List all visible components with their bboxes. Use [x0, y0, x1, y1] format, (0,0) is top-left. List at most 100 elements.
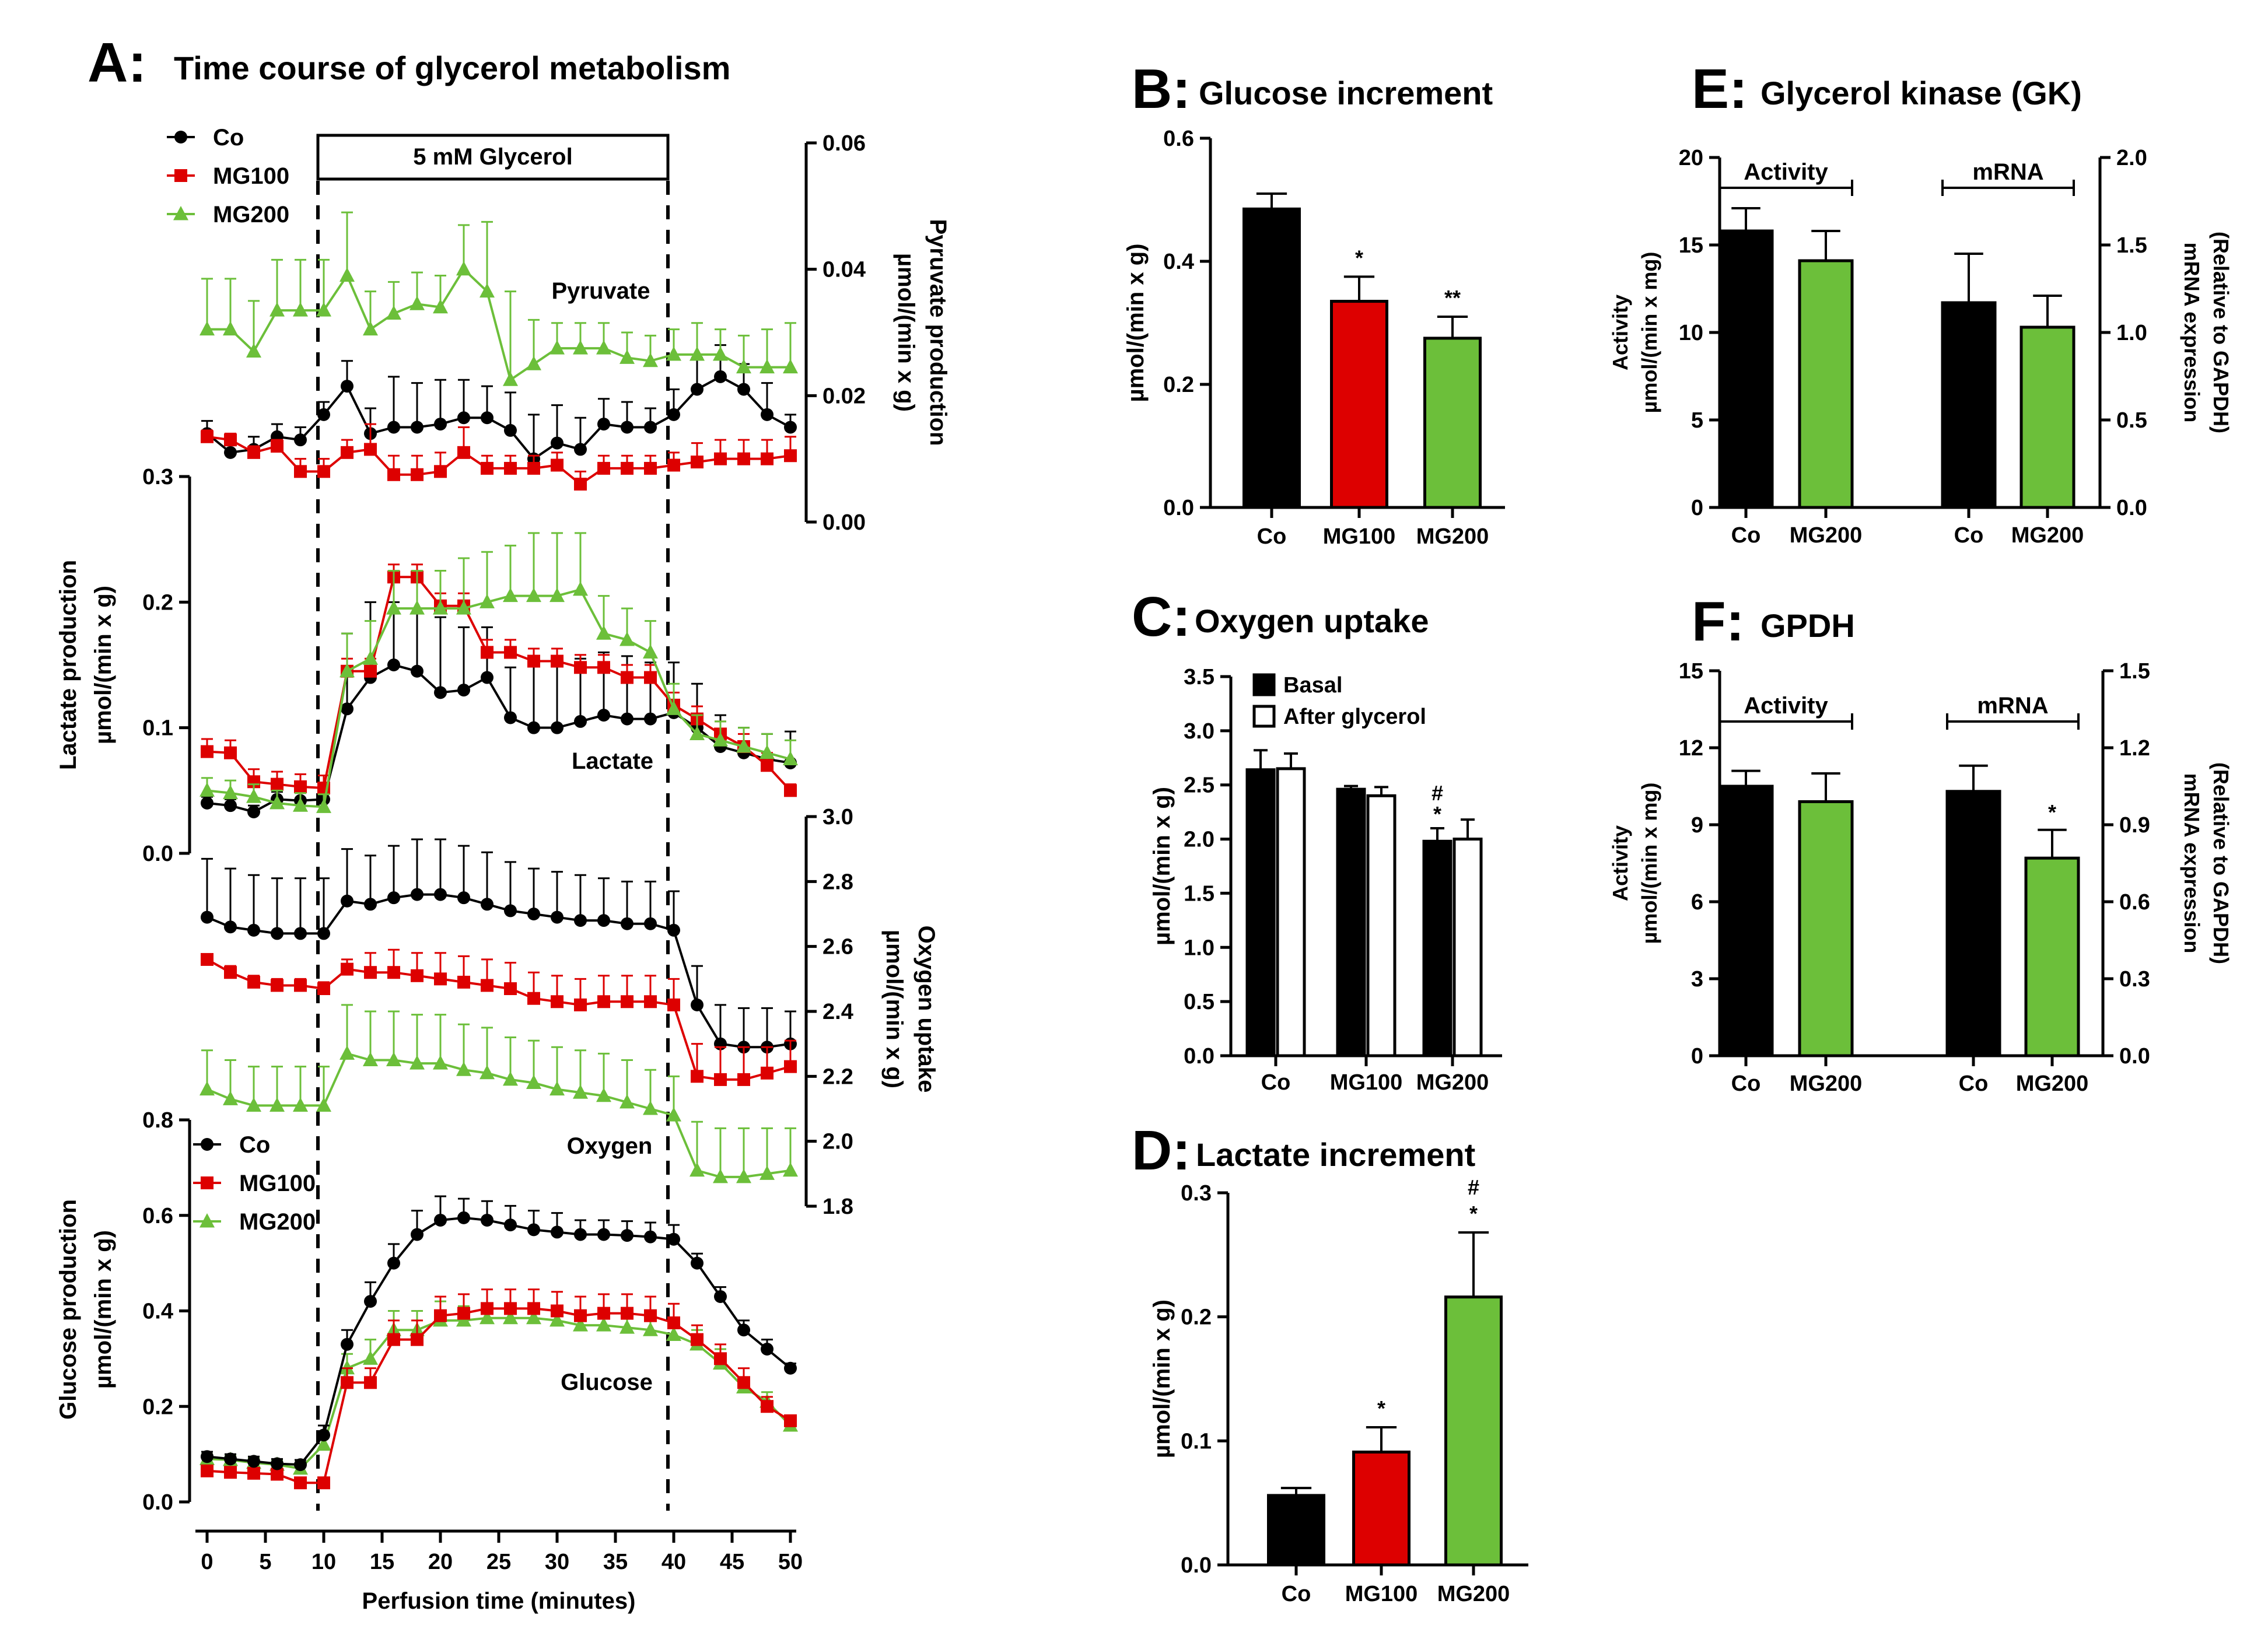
- lactate-y-tick-label: 0.3: [142, 465, 173, 489]
- glucose-MG100-point: [597, 1307, 610, 1320]
- pyruvate-MG200-point: [643, 352, 658, 367]
- f-group-label: mRNA: [1977, 693, 2048, 719]
- oxygen-MG100-point: [224, 966, 237, 979]
- lactate-y-tick-label: 0.0: [142, 842, 173, 866]
- glucose-ylabel: Glucose production: [55, 1199, 81, 1420]
- lactate-Co-point: [434, 686, 447, 699]
- lactate-label: Lactate: [572, 748, 653, 774]
- lactate-MG100-point: [294, 780, 307, 793]
- oxygen-Co-point: [621, 917, 634, 930]
- pyruvate-MG200-point: [340, 267, 355, 282]
- b-bar-Co: [1242, 207, 1301, 509]
- lactate-MG200-point: [200, 782, 215, 797]
- glucose-Co-point: [341, 1337, 354, 1351]
- c-bar-MG100-basal: [1336, 787, 1366, 1057]
- pyruvate-Co-point: [551, 436, 564, 450]
- lactate-MG100-point: [527, 654, 540, 668]
- lactate-MG100-point: [481, 646, 494, 659]
- oxygen-y-tick-label: 2.4: [822, 1000, 853, 1024]
- f-y-right-tick-label: 0.3: [2119, 967, 2150, 992]
- oxygen-MG100-point: [644, 995, 657, 1008]
- pyruvate-Co-point: [504, 423, 517, 437]
- pyruvate-MG100-point: [737, 452, 750, 465]
- lactate-MG200-point: [433, 600, 448, 615]
- oxygen-Co-point: [481, 898, 494, 911]
- oxygen-MG100-point: [621, 995, 634, 1008]
- lactate-MG200-point: [340, 663, 355, 678]
- pyruvate-Co-point: [294, 433, 307, 447]
- glucose-MG100-point: [341, 1376, 354, 1389]
- oxygen-Co-point: [387, 891, 400, 905]
- d-x-label: Co: [1282, 1582, 1311, 1606]
- d-ylabel: µmol/(min x g): [1149, 1300, 1175, 1458]
- oxygen-MG100-point: [341, 962, 354, 976]
- pyruvate-MG200-point: [363, 321, 378, 336]
- e-group-label: Activity: [1744, 159, 1828, 185]
- glucose-ylabel-unit: µmol/(min x g): [90, 1230, 116, 1389]
- lactate-MG200-point: [480, 594, 495, 608]
- pyruvate-Co-point: [411, 421, 424, 434]
- lactate-y-tick-label: 0.2: [142, 590, 173, 615]
- e-ylabel-right-unit: (Relative to GAPDH): [2209, 232, 2233, 433]
- b-sig-star: **: [1444, 286, 1461, 310]
- time-x-tick-label: 40: [662, 1550, 686, 1574]
- oxygen-MG200-point: [293, 1097, 308, 1112]
- c-y-tick-label: 0.0: [1184, 1044, 1214, 1069]
- oxygen-MG100-point: [294, 979, 307, 992]
- oxygen-MG200-point: [526, 1074, 541, 1089]
- pyruvate-MG200-point: [690, 346, 705, 361]
- oxygen-MG100-point: [271, 979, 284, 992]
- lactate-MG200-point: [573, 581, 588, 596]
- pyruvate-MG200-point: [666, 346, 681, 361]
- oxygen-Co-point: [341, 894, 354, 908]
- pyruvate-MG200-point: [573, 340, 588, 355]
- glucose-MG100-point: [504, 1302, 517, 1315]
- oxygen-label: Oxygen: [567, 1133, 653, 1159]
- f-ylabel-left: Activity: [1608, 825, 1632, 901]
- glucose-MG200-point: [620, 1319, 635, 1334]
- oxygen-Co-point: [247, 923, 260, 937]
- glucose-Co-point: [387, 1256, 400, 1270]
- pyruvate-MG100-point: [387, 468, 400, 481]
- pyruvate-MG200-point: [316, 302, 331, 317]
- e-ylabel-left: Activity: [1608, 295, 1632, 370]
- b-ylabel: µmol/(min x g): [1123, 244, 1149, 402]
- oxygen-MG100-point: [317, 982, 330, 996]
- glucose-MG100-point: [527, 1302, 540, 1315]
- oxygen-MG100-point: [411, 969, 424, 982]
- panel-e-letter: E:: [1692, 58, 1748, 120]
- pyruvate-MG200-point: [246, 343, 261, 358]
- c-y-tick-label: 3.5: [1184, 665, 1214, 689]
- glucose-MG100-point: [317, 1476, 330, 1490]
- glucose-Co-point: [597, 1228, 610, 1241]
- c-ylabel: µmol/(min x g): [1149, 787, 1175, 945]
- time-x-tick-label: 35: [603, 1550, 628, 1574]
- oxygen-Co-point: [434, 888, 447, 901]
- oxygen-MG200-point: [550, 1081, 565, 1096]
- glucose-y-tick-label: 0.2: [142, 1395, 173, 1419]
- lactate-MG100-point: [201, 745, 214, 758]
- oxygen-Co-point: [224, 920, 237, 934]
- time-x-tick-label: 0: [201, 1550, 213, 1574]
- oxygen-MG200-point: [200, 1081, 215, 1096]
- pyruvate-MG100-point: [411, 468, 424, 481]
- lactate-MG200-point: [456, 600, 471, 615]
- lactate-Co-point: [457, 684, 470, 697]
- glucose-MG100-point: [574, 1309, 587, 1322]
- glucose-MG100-point: [784, 1414, 797, 1427]
- glucose-MG200-point: [316, 1436, 331, 1451]
- lactate-Co-point: [551, 721, 564, 734]
- pyruvate-MG200-point: [200, 321, 215, 336]
- pyruvate-Co-point: [341, 380, 354, 393]
- pyruvate-MG200-point: [480, 283, 495, 298]
- time-x-tick-label: 45: [720, 1550, 744, 1574]
- lactate-ylabel-unit: µmol/(min x g): [90, 586, 116, 744]
- legend-top-marker: [174, 131, 187, 143]
- b-bar-MG200: [1423, 337, 1482, 509]
- oxygen-MG100-point: [364, 966, 377, 979]
- glucose-MG100-point: [457, 1307, 470, 1320]
- pyruvate-MG200-point: [433, 299, 448, 314]
- oxygen-MG200-point: [340, 1045, 355, 1060]
- oxygen-Co-point: [504, 904, 517, 917]
- lactate-MG100-point: [271, 778, 284, 791]
